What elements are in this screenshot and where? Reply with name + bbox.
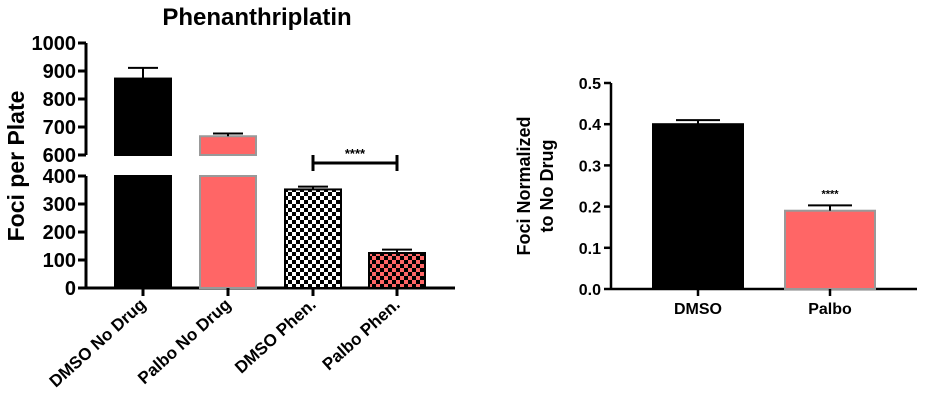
- y-tick-label: 400: [43, 166, 76, 188]
- significance-label: ****: [821, 188, 839, 200]
- y-tick-label: 0.2: [579, 200, 601, 217]
- bar-lower: [114, 175, 172, 289]
- y-tick-label: 200: [43, 222, 76, 244]
- left-chart: Phenanthriplatin Foci per Plate 0 100 200 3…: [3, 4, 455, 391]
- bar: [652, 123, 744, 290]
- right-chart: Foci Normalized to No Drug 0.0 0.1 0.2 0.3 0…: [514, 76, 917, 318]
- x-tick-label: DMSO Phen.: [231, 295, 320, 377]
- significance-label: ****: [345, 146, 366, 161]
- bar: [784, 209, 876, 290]
- y-tick-label: 700: [43, 117, 76, 139]
- y-tick-label: 0: [65, 278, 76, 300]
- y-axis-label: Foci per Plate: [3, 91, 29, 242]
- y-tick-label: 0.3: [579, 158, 601, 175]
- bar: [368, 252, 426, 289]
- y-axis-label-line1: Foci Normalized: [514, 116, 534, 255]
- bar: [284, 188, 342, 289]
- y-tick-label: 0.1: [579, 241, 601, 258]
- x-tick-label: DMSO: [674, 301, 722, 318]
- y-tick-label: 600: [43, 145, 76, 167]
- y-tick-label: 900: [43, 61, 76, 83]
- x-tick-label: DMSO No Drug: [46, 295, 150, 391]
- y-tick-label: 0.4: [579, 117, 601, 134]
- y-tick-label: 100: [43, 250, 76, 272]
- y-tick-label: 0.0: [579, 282, 601, 299]
- y-tick-label: 800: [43, 89, 76, 111]
- chart-title: Phenanthriplatin: [162, 4, 351, 31]
- x-tick-label: Palbo Phen.: [319, 295, 404, 374]
- y-axis-label-line2: to No Drug: [537, 140, 557, 233]
- y-tick-label: 1000: [32, 33, 77, 55]
- x-tick-label: Palbo: [808, 301, 852, 318]
- y-tick-label: 300: [43, 194, 76, 216]
- y-tick-label: 0.5: [579, 76, 601, 93]
- bar-upper: [199, 135, 257, 157]
- bar-upper: [114, 77, 172, 156]
- bar-lower: [199, 175, 257, 289]
